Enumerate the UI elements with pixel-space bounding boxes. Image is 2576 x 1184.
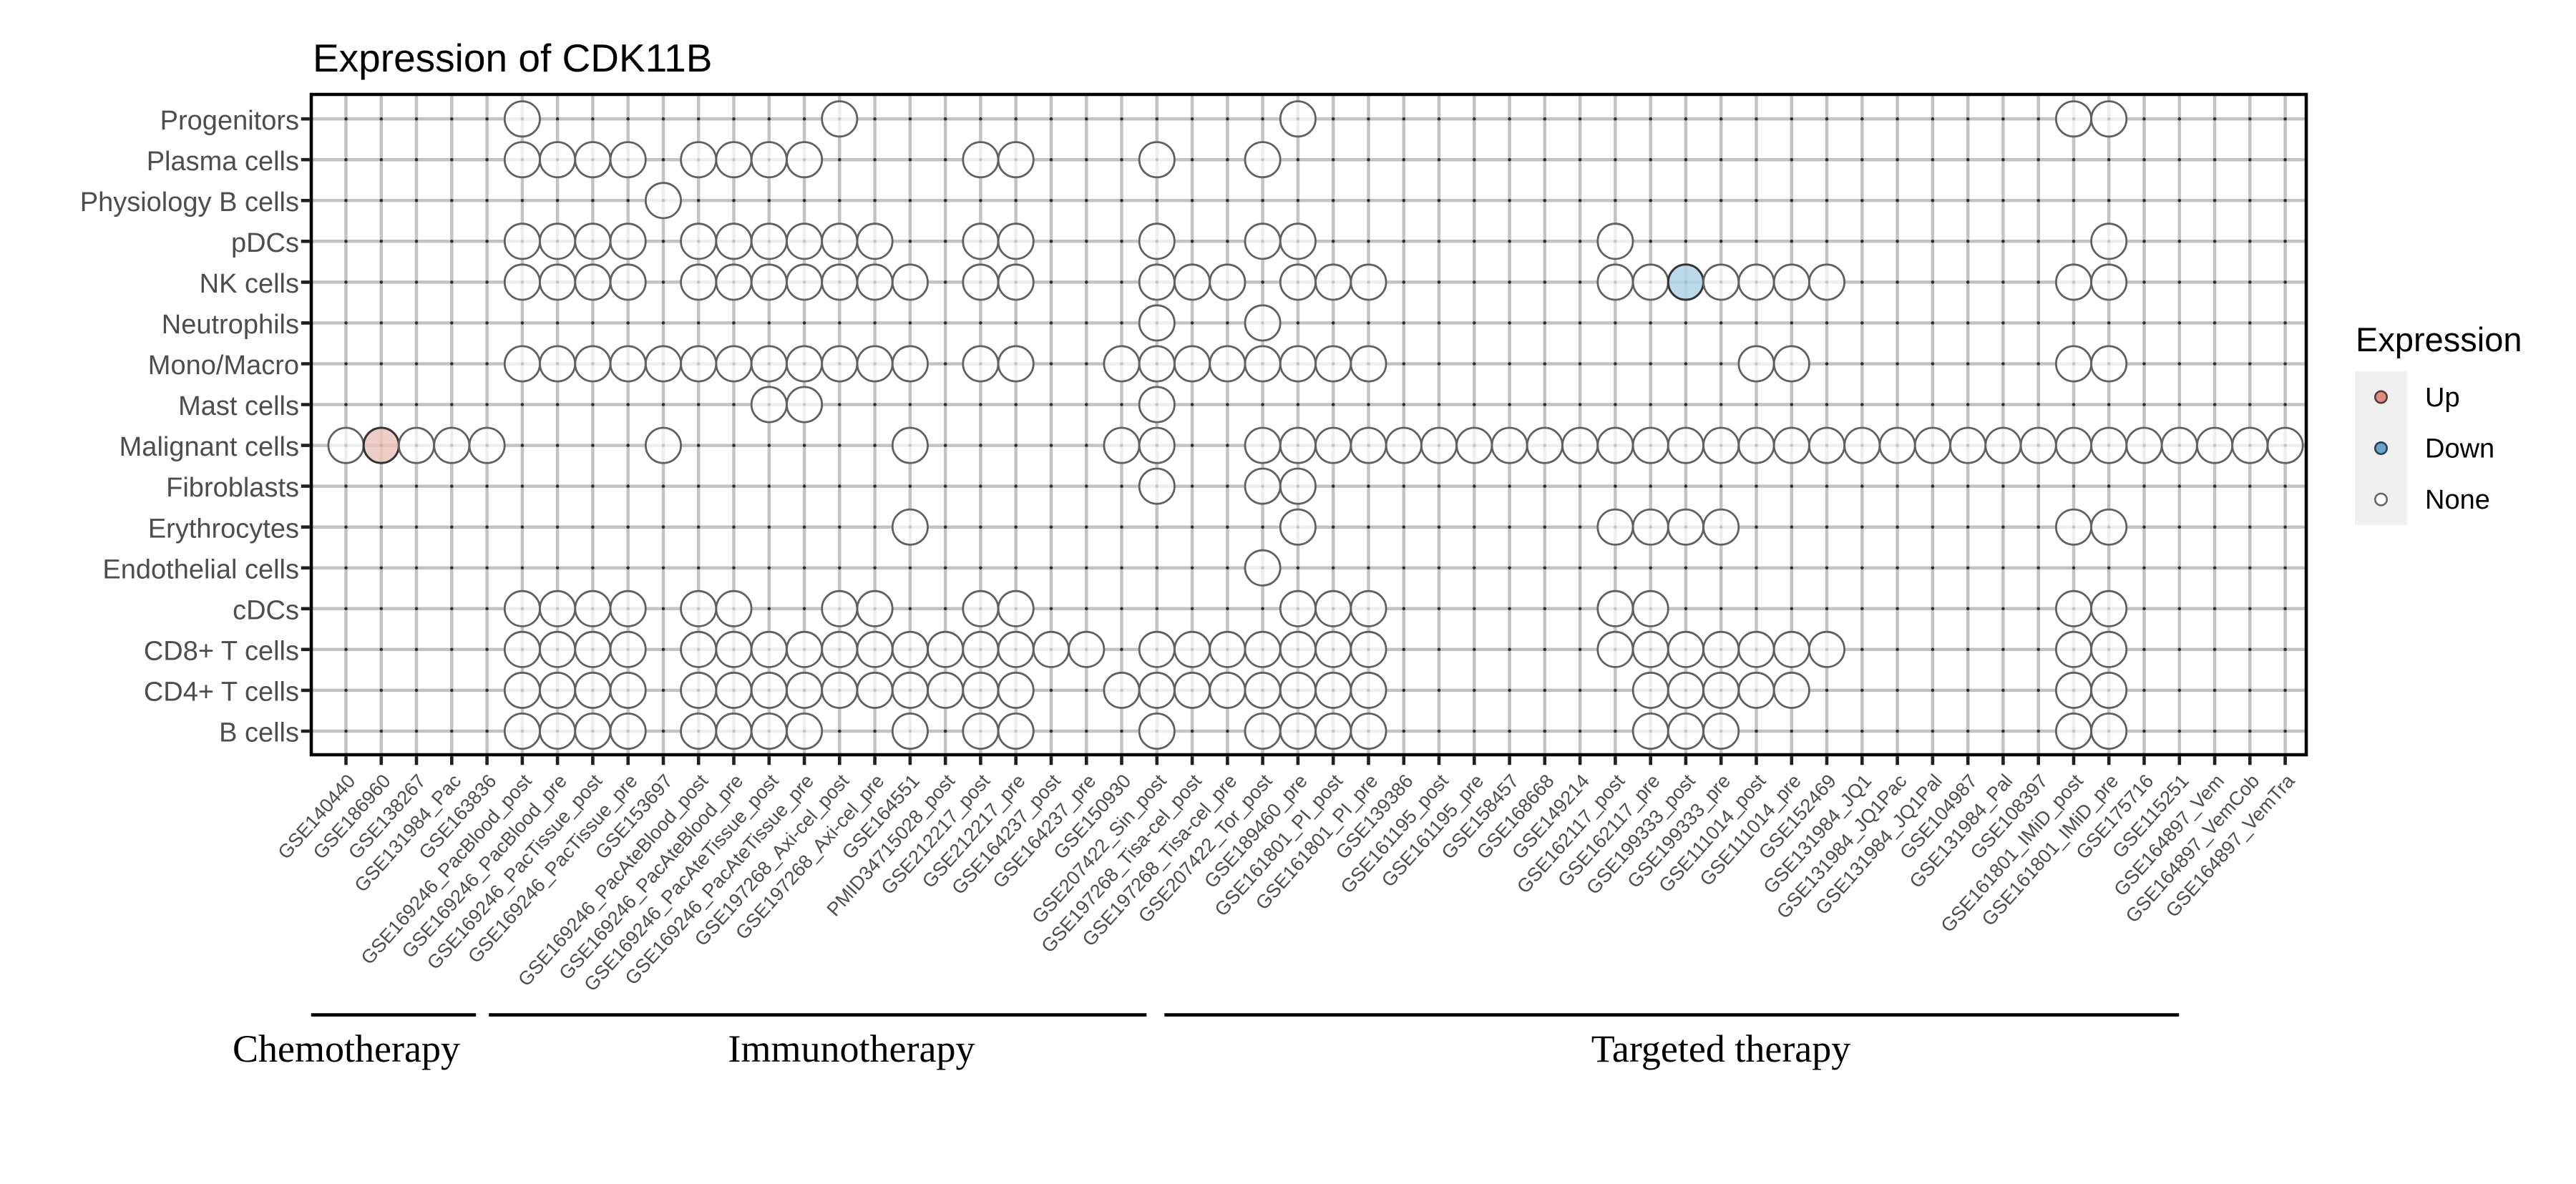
svg-text:Fibroblasts: Fibroblasts (166, 473, 299, 503)
svg-text:None: None (2425, 485, 2490, 515)
svg-text:CD4+ T cells: CD4+ T cells (144, 677, 299, 708)
svg-text:pDCs: pDCs (231, 228, 299, 258)
svg-text:cDCs: cDCs (233, 595, 299, 625)
svg-text:NK cells: NK cells (200, 269, 299, 299)
svg-text:Up: Up (2425, 383, 2460, 413)
svg-text:CD8+ T cells: CD8+ T cells (144, 636, 299, 666)
svg-text:Down: Down (2425, 434, 2494, 464)
svg-text:Expression of CDK11B: Expression of CDK11B (313, 36, 712, 80)
svg-text:Progenitors: Progenitors (160, 106, 299, 136)
svg-text:Targeted therapy: Targeted therapy (1591, 1027, 1851, 1070)
svg-text:Physiology B cells: Physiology B cells (80, 187, 299, 217)
svg-text:Endothelial cells: Endothelial cells (102, 554, 299, 584)
svg-text:Neutrophils: Neutrophils (162, 310, 299, 340)
svg-text:Erythrocytes: Erythrocytes (148, 514, 299, 544)
svg-text:Malignant cells: Malignant cells (119, 432, 299, 462)
svg-text:B cells: B cells (219, 718, 299, 748)
svg-text:Expression: Expression (2356, 321, 2522, 358)
svg-text:Chemotherapy: Chemotherapy (233, 1027, 460, 1070)
svg-text:Mono/Macro: Mono/Macro (148, 351, 299, 381)
svg-text:Immunotherapy: Immunotherapy (728, 1027, 975, 1070)
svg-text:Mast cells: Mast cells (178, 391, 299, 421)
svg-text:Plasma cells: Plasma cells (147, 147, 299, 177)
